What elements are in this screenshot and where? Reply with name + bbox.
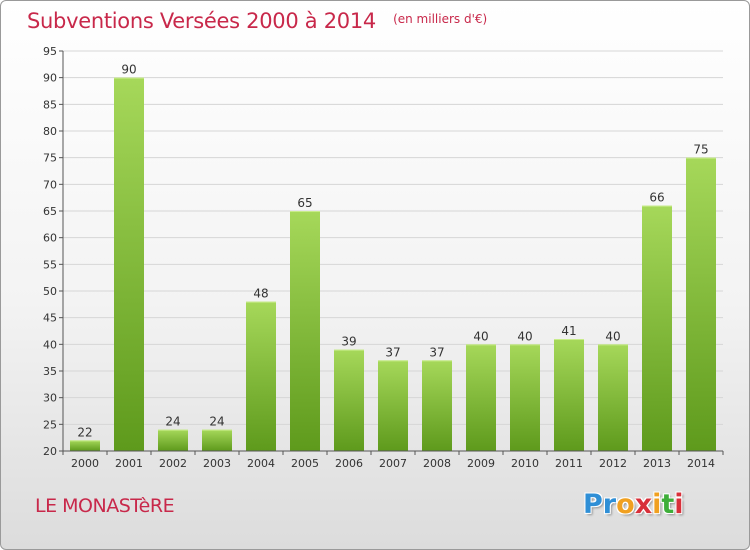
title-block: Subventions Versées 2000 à 2014 (en mill… — [27, 9, 487, 33]
bar-2013 — [642, 205, 672, 451]
x-tick-label: 2007 — [379, 457, 407, 470]
x-tick-label: 2008 — [423, 457, 451, 470]
x-axis-ticks: 2000 2001 2002 2003 2004 2005 2006 2007 2008 2009… — [62, 451, 724, 470]
data-labels: 22 90 24 24 48 65 39 37 37 40 40 41 40 66 75 — [77, 63, 708, 440]
x-tick-label: 2005 — [291, 457, 319, 470]
x-tick-label: 2003 — [203, 457, 231, 470]
logo-letter: i — [652, 489, 662, 520]
y-tick-label: 80 — [43, 125, 57, 138]
data-label: 48 — [253, 287, 268, 301]
x-tick-label: 2010 — [511, 457, 539, 470]
data-label: 66 — [649, 191, 664, 205]
chart-subtitle: (en milliers d'€) — [393, 12, 488, 26]
data-label: 24 — [209, 415, 224, 429]
y-tick-label: 90 — [43, 72, 57, 85]
chart-title: Subventions Versées 2000 à 2014 — [27, 9, 376, 33]
x-tick-label: 2001 — [115, 457, 143, 470]
x-tick-label: 2011 — [555, 457, 583, 470]
logo-letter: r — [602, 489, 617, 520]
data-label: 40 — [473, 329, 488, 343]
data-label: 40 — [517, 329, 532, 343]
logo-letter: P — [583, 489, 603, 520]
bar-2010 — [510, 344, 540, 451]
data-label: 22 — [77, 425, 92, 439]
y-axis-ticks: 20 25 30 35 40 45 50 55 60 65 70 75 80 85 90 95 — [43, 45, 63, 458]
y-tick-label: 45 — [43, 312, 57, 325]
x-tick-label: 2004 — [247, 457, 275, 470]
bar-2000 — [70, 440, 100, 451]
bars — [70, 77, 716, 452]
logo-letter: i — [674, 489, 684, 520]
bar-2002 — [158, 429, 188, 451]
logo-letter: t — [661, 489, 675, 520]
x-tick-label: 2002 — [159, 457, 187, 470]
bar-2011 — [554, 339, 584, 451]
bar-2008 — [422, 360, 452, 451]
bar-2005 — [290, 211, 320, 451]
y-tick-label: 25 — [43, 418, 57, 431]
data-label: 37 — [385, 345, 400, 359]
logo-letter: x — [634, 489, 653, 520]
bar-2006 — [334, 349, 364, 451]
x-tick-label: 2014 — [687, 457, 715, 470]
data-label: 75 — [693, 143, 708, 157]
bar-2004 — [246, 301, 276, 451]
bar-2003 — [202, 429, 232, 451]
y-tick-label: 70 — [43, 178, 57, 191]
bar-2007 — [378, 360, 408, 451]
y-tick-label: 65 — [43, 205, 57, 218]
bar-2001 — [114, 77, 144, 452]
x-tick-label: 2000 — [71, 457, 99, 470]
logo-letter: o — [616, 489, 635, 520]
y-tick-label: 40 — [43, 338, 57, 351]
y-tick-label: 55 — [43, 258, 57, 271]
data-label: 65 — [297, 196, 312, 210]
data-label: 37 — [429, 345, 444, 359]
y-tick-label: 60 — [43, 232, 57, 245]
x-tick-label: 2009 — [467, 457, 495, 470]
axes — [62, 51, 723, 452]
y-tick-label: 35 — [43, 365, 57, 378]
y-tick-label: 85 — [43, 98, 57, 111]
y-tick-label: 30 — [43, 392, 57, 405]
bar-2014 — [686, 157, 716, 451]
proxiti-logo[interactable]: Proxiti — [583, 489, 684, 520]
data-label: 39 — [341, 335, 356, 349]
data-label: 90 — [121, 63, 136, 77]
bar-2009 — [466, 344, 496, 451]
commune-name: LE MONASTèRE — [35, 495, 175, 517]
data-label: 40 — [605, 329, 620, 343]
bar-2012 — [598, 344, 628, 451]
x-tick-label: 2013 — [643, 457, 671, 470]
y-tick-label: 75 — [43, 152, 57, 165]
y-tick-label: 50 — [43, 285, 57, 298]
y-tick-label: 20 — [43, 445, 57, 458]
x-tick-label: 2012 — [599, 457, 627, 470]
y-tick-label: 95 — [43, 45, 57, 58]
x-tick-label: 2006 — [335, 457, 363, 470]
data-label: 41 — [561, 324, 576, 338]
data-label: 24 — [165, 415, 180, 429]
